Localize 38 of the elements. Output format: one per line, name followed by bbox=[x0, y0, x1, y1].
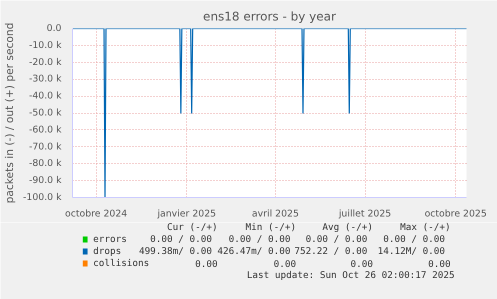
text: 0.00 / 0.00 bbox=[228, 234, 291, 245]
text: 752.22 / 0.00 bbox=[294, 246, 368, 257]
y-tick-label: -100.0 k bbox=[23, 192, 62, 203]
y-tick-label: -30.0 k bbox=[28, 74, 62, 85]
text: Cur (-/+) bbox=[167, 222, 218, 233]
legend-label: drops bbox=[93, 246, 122, 257]
text: 0.00 bbox=[195, 259, 218, 270]
text: 14.12M/ 0.00 bbox=[378, 246, 446, 257]
text: 0.00 / 0.00 bbox=[306, 234, 368, 245]
y-tick-label: -10.0 k bbox=[28, 40, 62, 51]
x-tick-label: janvier 2025 bbox=[156, 208, 216, 220]
text: 499.38m/ 0.00 bbox=[138, 246, 212, 257]
text: Max (-/+) bbox=[400, 222, 451, 233]
text: Min (-/+) bbox=[246, 222, 296, 233]
y-tick-label: -50.0 k bbox=[28, 108, 62, 118]
y-tick-label: -60.0 k bbox=[28, 124, 62, 136]
x-tick-label: octobre 2025 bbox=[424, 208, 487, 220]
text: 0.00 / 0.00 bbox=[383, 234, 446, 245]
y-tick-label: -90.0 k bbox=[28, 175, 62, 186]
y-tick-label: 0.0 bbox=[46, 23, 62, 34]
text: 0.00 bbox=[350, 259, 374, 270]
y-tick-label: -70.0 k bbox=[28, 141, 62, 152]
text: Avg (-/+) bbox=[322, 222, 373, 233]
y-axis-title: packets in (-) / out (+) per second bbox=[3, 22, 16, 204]
legend-label: errors bbox=[93, 234, 127, 245]
text: 0.00 / 0.00 bbox=[150, 234, 212, 245]
chart-title: ens18 errors - by year bbox=[203, 10, 336, 24]
y-tick-label: -40.0 k bbox=[28, 90, 62, 102]
text: 426.47m/ 0.00 bbox=[217, 246, 291, 257]
legend-label: collisions bbox=[93, 258, 150, 269]
x-tick-label: juillet 2025 bbox=[338, 208, 392, 220]
y-tick-label: -20.0 k bbox=[28, 56, 62, 68]
y-tick-label: -80.0 k bbox=[28, 158, 62, 170]
x-tick-label: octobre 2024 bbox=[65, 208, 128, 220]
x-tick-label: avril 2025 bbox=[252, 208, 299, 220]
text: Last update: Sun Oct 26 02:00:17 2025 bbox=[246, 270, 455, 281]
text: 0.00 bbox=[274, 259, 296, 270]
text: 0.00 bbox=[428, 259, 452, 270]
